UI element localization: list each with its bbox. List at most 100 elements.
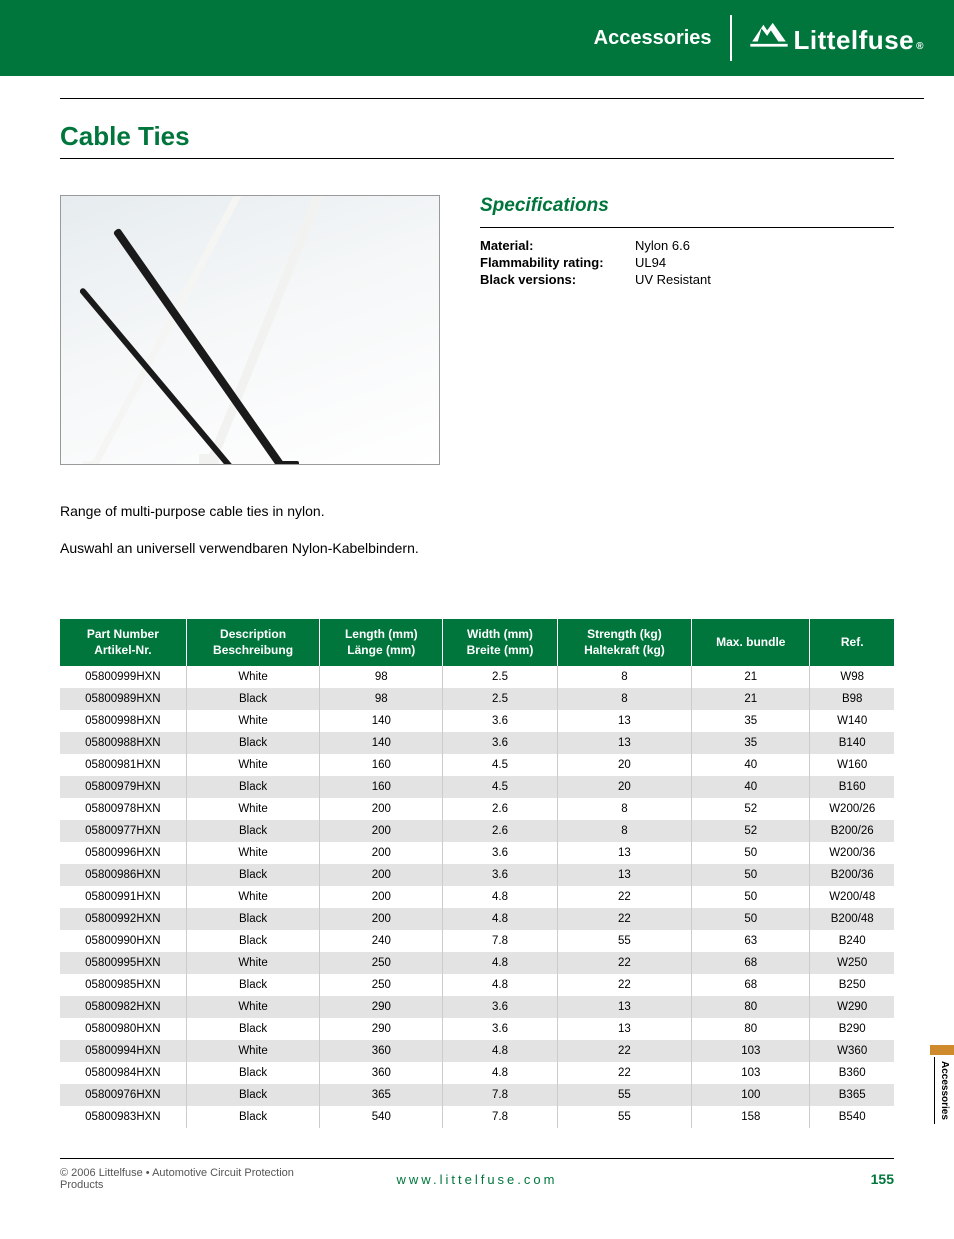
table-cell: 4.8 — [443, 974, 557, 996]
table-cell: 103 — [692, 1040, 810, 1062]
table-cell: 05800992HXN — [60, 908, 186, 930]
footer-page-number: 155 — [616, 1171, 894, 1187]
table-row: 05800994HXNWhite3604.822103W360 — [60, 1040, 894, 1062]
table-cell: 158 — [692, 1106, 810, 1128]
table-row: 05800999HXNWhite982.5821W98 — [60, 666, 894, 688]
table-header-cell: Width (mm)Breite (mm) — [443, 619, 557, 666]
table-cell: 80 — [692, 1018, 810, 1040]
table-header-cell: Length (mm)Länge (mm) — [320, 619, 443, 666]
table-cell: Black — [186, 1084, 320, 1106]
table-header-cell: Ref. — [810, 619, 894, 666]
header-section-label: Accessories — [594, 27, 712, 50]
table-cell: Black — [186, 864, 320, 886]
table-cell: 22 — [557, 908, 692, 930]
table-cell: 2.6 — [443, 820, 557, 842]
table-cell: White — [186, 1040, 320, 1062]
table-cell: 05800999HXN — [60, 666, 186, 688]
table-cell: 05800980HXN — [60, 1018, 186, 1040]
table-cell: 3.6 — [443, 732, 557, 754]
table-cell: 98 — [320, 666, 443, 688]
brand-logo: Littelfuse ® — [750, 21, 924, 56]
table-cell: 160 — [320, 754, 443, 776]
table-cell: 55 — [557, 930, 692, 952]
table-cell: Black — [186, 1018, 320, 1040]
cable-tie — [204, 195, 325, 465]
table-cell: 7.8 — [443, 930, 557, 952]
table-cell: 3.6 — [443, 996, 557, 1018]
table-cell: 8 — [557, 666, 692, 688]
table-cell: 360 — [320, 1062, 443, 1084]
table-row: 05800986HXNBlack2003.61350B200/36 — [60, 864, 894, 886]
table-cell: W160 — [810, 754, 894, 776]
side-tab-label: Accessories — [934, 1057, 954, 1124]
table-cell: 52 — [692, 820, 810, 842]
table-cell: 8 — [557, 820, 692, 842]
table-cell: Black — [186, 908, 320, 930]
spec-label: Black versions: — [480, 272, 635, 287]
table-body: 05800999HXNWhite982.5821W9805800989HXNBl… — [60, 666, 894, 1128]
table-cell: Black — [186, 1062, 320, 1084]
table-cell: Black — [186, 930, 320, 952]
table-cell: 7.8 — [443, 1084, 557, 1106]
table-cell: 05800998HXN — [60, 710, 186, 732]
table-cell: 4.8 — [443, 952, 557, 974]
table-cell: 4.5 — [443, 776, 557, 798]
header-bar: Accessories Littelfuse ® — [0, 0, 954, 80]
cable-tie-head — [83, 461, 99, 465]
table-cell: 140 — [320, 710, 443, 732]
table-cell: 290 — [320, 1018, 443, 1040]
table-cell: Black — [186, 688, 320, 710]
table-cell: 240 — [320, 930, 443, 952]
table-cell: 4.8 — [443, 1040, 557, 1062]
table-cell: White — [186, 996, 320, 1018]
spec-rule — [480, 227, 894, 228]
table-cell: 13 — [557, 864, 692, 886]
table-header-cell: Max. bundle — [692, 619, 810, 666]
table-cell: 540 — [320, 1106, 443, 1128]
spec-value: UV Resistant — [635, 272, 894, 287]
table-row: 05800980HXNBlack2903.61380B290 — [60, 1018, 894, 1040]
table-cell: White — [186, 666, 320, 688]
table-cell: Black — [186, 776, 320, 798]
table-cell: 05800978HXN — [60, 798, 186, 820]
table-cell: 160 — [320, 776, 443, 798]
table-cell: 8 — [557, 798, 692, 820]
table-header-row: Part NumberArtikel-Nr.DescriptionBeschre… — [60, 619, 894, 666]
table-cell: 55 — [557, 1106, 692, 1128]
table-cell: B290 — [810, 1018, 894, 1040]
table-row: 05800988HXNBlack1403.61335B140 — [60, 732, 894, 754]
table-cell: B360 — [810, 1062, 894, 1084]
table-cell: Black — [186, 974, 320, 996]
table-cell: 200 — [320, 908, 443, 930]
top-rule — [60, 98, 924, 99]
table-cell: 21 — [692, 688, 810, 710]
table-cell: 22 — [557, 1040, 692, 1062]
table-cell: 05800984HXN — [60, 1062, 186, 1084]
table-cell: 05800981HXN — [60, 754, 186, 776]
product-image — [60, 195, 440, 465]
table-cell: 68 — [692, 974, 810, 996]
table-cell: 200 — [320, 886, 443, 908]
table-cell: 3.6 — [443, 710, 557, 732]
table-cell: 05800990HXN — [60, 930, 186, 952]
table-cell: W200/26 — [810, 798, 894, 820]
table-cell: 20 — [557, 754, 692, 776]
table-row: 05800983HXNBlack5407.855158B540 — [60, 1106, 894, 1128]
table-cell: 22 — [557, 952, 692, 974]
table-cell: 200 — [320, 842, 443, 864]
description-en: Range of multi-purpose cable ties in nyl… — [60, 501, 894, 522]
page-title: Cable Ties — [60, 121, 894, 152]
title-rule — [60, 158, 894, 159]
table-cell: 05800982HXN — [60, 996, 186, 1018]
table-cell: 250 — [320, 952, 443, 974]
table-cell: 360 — [320, 1040, 443, 1062]
table-cell: 4.8 — [443, 908, 557, 930]
table-cell: 05800996HXN — [60, 842, 186, 864]
table-cell: 200 — [320, 820, 443, 842]
side-tab: Accessories — [930, 1045, 954, 1124]
table-cell: 50 — [692, 886, 810, 908]
header-divider — [730, 15, 732, 61]
table-cell: 52 — [692, 798, 810, 820]
table-cell: 40 — [692, 754, 810, 776]
table-row: 05800998HXNWhite1403.61335W140 — [60, 710, 894, 732]
